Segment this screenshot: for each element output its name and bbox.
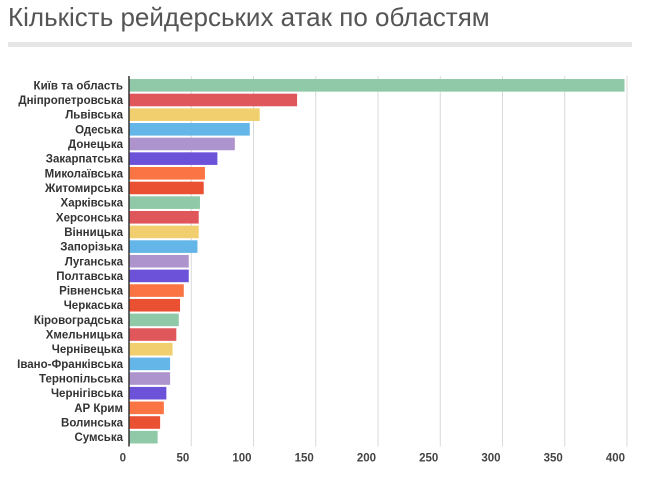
bar-8 (129, 196, 200, 209)
bar-23 (129, 416, 161, 429)
bar-11 (129, 240, 198, 253)
category-label-5: Закарпатська (46, 154, 124, 166)
x-tick-label-50: 50 (176, 453, 189, 465)
chart-title: Кількість рейдерських атак по областям (8, 2, 490, 32)
category-label-17: Хмельницька (46, 330, 124, 342)
bar-14 (129, 284, 184, 297)
category-label-2: Львівська (65, 110, 123, 122)
bar-2 (129, 108, 260, 121)
x-tick-label-350: 350 (544, 453, 563, 465)
x-tick-label-200: 200 (357, 453, 376, 465)
category-label-0: Київ та область (34, 80, 123, 92)
bar-21 (129, 386, 167, 400)
category-label-3: Одеська (75, 124, 123, 136)
bar-0 (129, 79, 625, 92)
category-label-24: Сумська (74, 432, 123, 444)
x-tick-label-300: 300 (481, 453, 500, 465)
bar-5 (129, 152, 218, 165)
category-label-18: Чернівецька (52, 344, 124, 356)
bar-7 (129, 181, 204, 195)
category-label-4: Донецька (68, 139, 124, 151)
bar-20 (129, 372, 171, 385)
bar-19 (129, 357, 171, 371)
x-tick-label-400: 400 (606, 453, 625, 465)
bar-22 (129, 401, 164, 415)
category-label-7: Житомирська (44, 183, 124, 195)
bar-9 (129, 210, 199, 224)
category-label-6: Миколаївська (45, 168, 124, 180)
category-label-1: Дніпропетровська (18, 95, 123, 107)
x-tick-label-250: 250 (419, 453, 438, 465)
bar-3 (129, 123, 250, 136)
category-label-21: Чернігівська (51, 388, 124, 400)
bar-15 (129, 298, 181, 312)
bar-18 (129, 342, 173, 356)
category-label-12: Луганська (65, 256, 124, 268)
x-tick-label-100: 100 (232, 453, 251, 465)
category-label-11: Запорізька (60, 242, 123, 254)
category-label-20: Тернопільська (39, 374, 124, 386)
bar-17 (129, 328, 177, 341)
bar-10 (129, 225, 199, 239)
category-label-14: Рівненська (59, 286, 123, 298)
x-tick-label-150: 150 (295, 453, 314, 465)
bar-16 (129, 313, 179, 327)
bar-6 (129, 166, 205, 180)
title-divider (8, 42, 632, 47)
category-label-9: Херсонська (56, 212, 124, 224)
category-label-16: Кіровоградська (34, 315, 124, 327)
bar-13 (129, 269, 189, 283)
bar-4 (129, 137, 235, 151)
x-tick-label-0: 0 (120, 453, 126, 465)
category-label-8: Харківська (61, 198, 124, 210)
bar-12 (129, 254, 189, 268)
category-label-22: АР Крим (74, 403, 123, 415)
category-label-23: Волинська (61, 418, 124, 430)
category-label-10: Вінницька (64, 227, 123, 239)
category-label-13: Полтавська (56, 271, 123, 283)
category-label-19: Івано-Франківська (17, 359, 123, 371)
bar-24 (129, 430, 158, 444)
category-label-15: Черкаська (64, 300, 124, 312)
bar-1 (129, 93, 298, 107)
